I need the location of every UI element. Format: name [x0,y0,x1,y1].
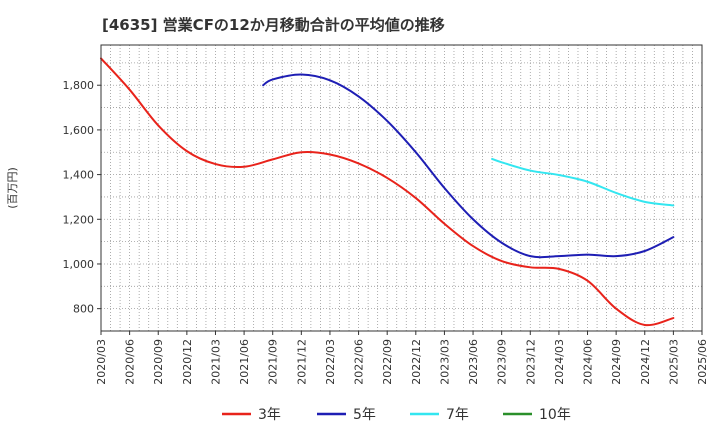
x-tick-label: 2021/06 [238,339,251,385]
x-tick-label: 2023/03 [438,339,451,385]
x-tick-label: 2022/09 [381,339,394,385]
y-tick-label: 1,000 [63,258,95,271]
plot-area-border [100,44,703,332]
legend-label-2: 5年 [353,407,376,423]
series-layer [100,57,675,327]
x-tick-label: 2025/03 [667,339,680,385]
x-tick-label: 2020/06 [124,339,137,385]
series-line-1 [100,57,675,327]
x-tick-label: 2023/09 [496,339,509,385]
legend-label-4: 10年 [539,407,571,423]
x-tick-label: 2024/06 [582,339,595,385]
y-axis-label: (百万円) [6,167,19,209]
legend-label-1: 3年 [258,407,281,423]
x-tick-label: 2022/03 [324,339,337,385]
x-tick-label: 2020/12 [181,339,194,385]
y-tick-label: 1,200 [63,213,95,226]
y-tick-label: 1,800 [63,79,95,92]
legend-label-3: 7年 [446,407,469,423]
x-tick-label: 2021/09 [267,339,280,385]
series-line-2 [262,73,675,259]
y-tick-label: 1,400 [63,169,95,182]
x-tick-label: 2021/03 [209,339,222,385]
y-tick-label: 800 [73,303,94,316]
x-tick-label: 2022/06 [353,339,366,385]
x-tick-label: 2025/06 [696,339,709,385]
axis-layer: 800 1,000 1,200 1,400 1,600 1,800 (百万円) 2020/03… [6,44,709,385]
chart-title: [4635] 営業CFの12か月移動合計の平均値の推移 [102,16,445,34]
x-tick-label: 2023/06 [467,339,480,385]
series-line-3 [491,157,675,207]
x-tick-label: 2023/12 [524,339,537,385]
x-tick-label: 2020/03 [95,339,108,385]
x-tick-label: 2021/12 [295,339,308,385]
x-tick-label: 2024/09 [610,339,623,385]
x-tick-label: 2020/09 [152,339,165,385]
x-tick-label: 2024/03 [553,339,566,385]
y-tick-label: 1,600 [63,124,95,137]
legend-layer: 3年 5年 7年 10年 [222,407,571,423]
x-tick-label: 2024/12 [639,339,652,385]
x-tick-label: 2022/12 [410,339,423,385]
grid-layer [101,45,702,331]
